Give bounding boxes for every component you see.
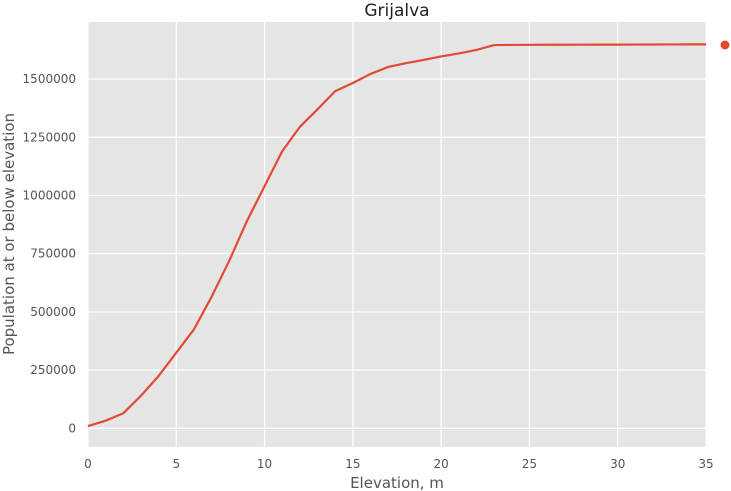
- series-line: [87, 43, 707, 428]
- plot-background: [88, 22, 706, 447]
- y-tick-label: 1000000: [23, 188, 76, 202]
- y-axis-label: Population at or below elevation: [0, 113, 18, 355]
- chart-title: Grijalva: [364, 1, 429, 21]
- x-tick-label: 35: [698, 457, 713, 471]
- legend: [720, 40, 730, 50]
- x-tick-label: 30: [610, 457, 625, 471]
- y-tick-label: 500000: [30, 305, 76, 319]
- y-tick-label: 1250000: [23, 130, 76, 144]
- legend-marker: [720, 40, 730, 50]
- series-layer: [87, 43, 707, 428]
- x-tick-label: 20: [434, 457, 449, 471]
- x-tick-label: 25: [522, 457, 537, 471]
- y-axis-ticks: 0 250000 500000 750000 1000000 1250000 1500000: [23, 72, 76, 435]
- x-tick-label: 5: [172, 457, 180, 471]
- x-tick-label: 10: [257, 457, 272, 471]
- y-tick-label: 0: [68, 421, 76, 435]
- x-tick-label: 15: [345, 457, 360, 471]
- x-tick-label: 0: [84, 457, 92, 471]
- y-tick-label: 1500000: [23, 72, 76, 86]
- x-axis-label: Elevation, m: [350, 474, 444, 491]
- grid: [87, 22, 707, 447]
- y-tick-label: 250000: [30, 363, 76, 377]
- y-tick-label: 750000: [30, 247, 76, 261]
- x-axis-ticks: 0 5 10 15 20 25 30 35: [84, 457, 713, 471]
